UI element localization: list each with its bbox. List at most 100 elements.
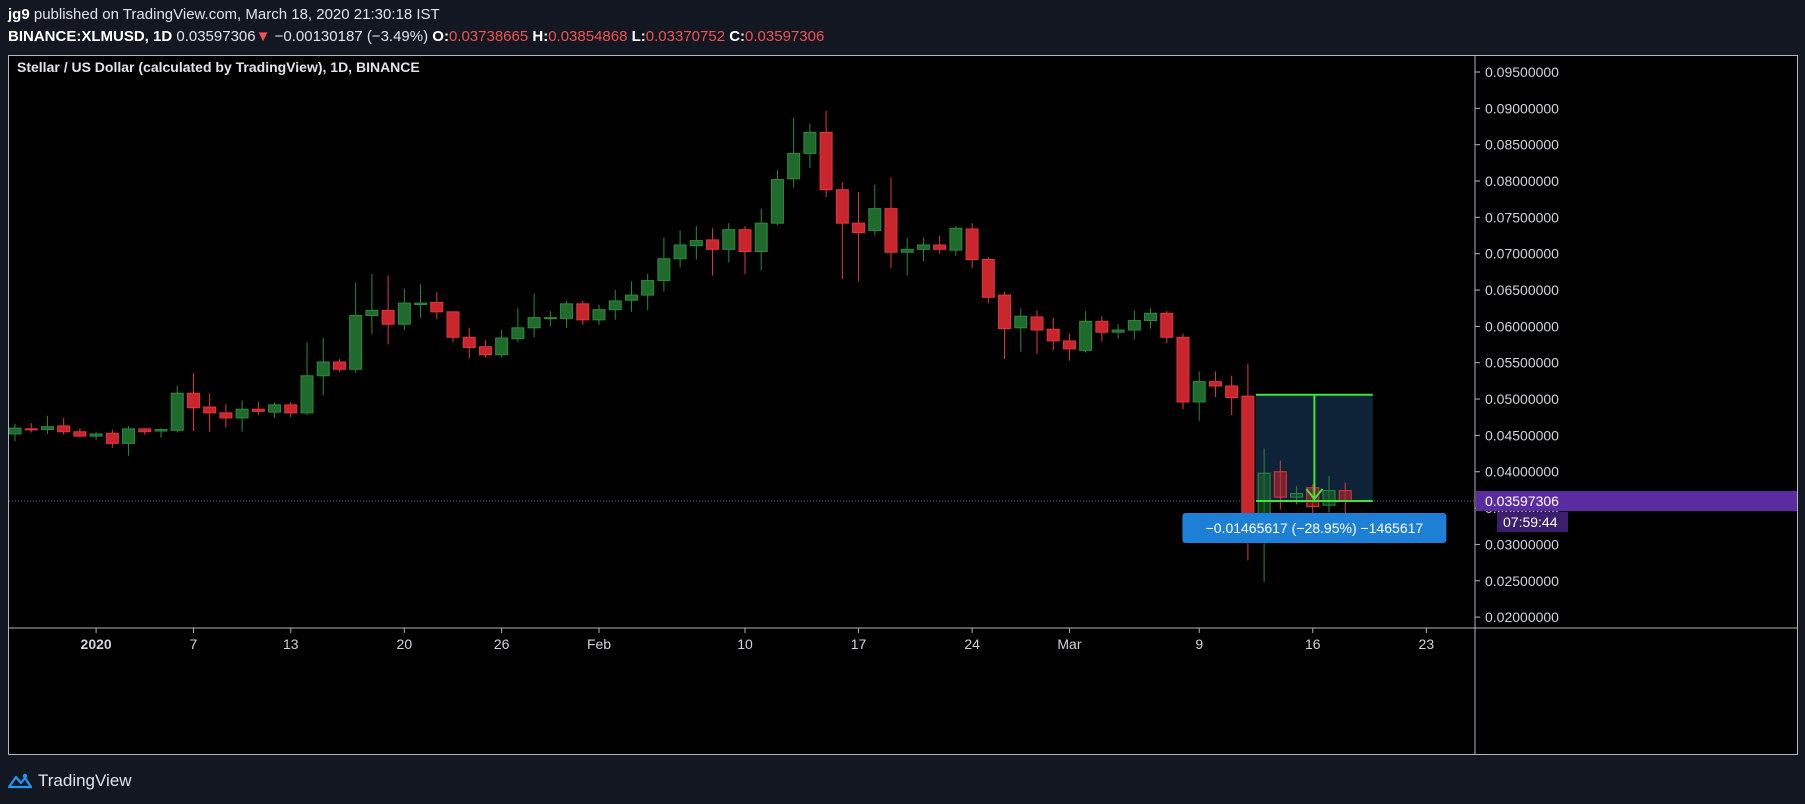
candle-body (1338, 490, 1352, 502)
candle-body (689, 240, 703, 247)
last-price-label: 0.03597306 (1485, 493, 1559, 509)
x-tick-label: 10 (737, 636, 753, 652)
y-tick-label: 0.08000000 (1485, 173, 1559, 189)
candle-body (1046, 328, 1060, 342)
candle-body (1030, 316, 1044, 331)
chart-frame[interactable]: Stellar / US Dollar (calculated by Tradi… (8, 55, 1798, 755)
tradingview-brand[interactable]: TradingView (8, 771, 132, 791)
candle-body (89, 433, 103, 437)
x-tick-label: Mar (1057, 636, 1081, 652)
candle-body (478, 346, 492, 356)
y-tick-label: 0.08500000 (1485, 137, 1559, 153)
candle-body (868, 208, 882, 231)
candle-body (754, 222, 768, 253)
candle-body (803, 131, 817, 154)
x-tick-label: 17 (851, 636, 867, 652)
candle-body (852, 222, 866, 234)
open-value: 0.03738665 (448, 28, 529, 45)
candle-body (916, 244, 930, 250)
candle-body (170, 392, 184, 431)
y-tick-label: 0.04500000 (1485, 427, 1559, 443)
y-tick-label: 0.09500000 (1485, 64, 1559, 80)
measure-arrow-icon (1305, 488, 1324, 501)
candle-body (1322, 490, 1336, 506)
candle-body (268, 404, 282, 413)
candle-body (1225, 385, 1239, 399)
candle-body (608, 300, 622, 311)
candle-body (122, 428, 136, 444)
symbol-label[interactable]: BINANCE:XLMUSD, 1D (8, 28, 173, 45)
y-tick-label: 0.03000000 (1485, 536, 1559, 552)
y-tick-label: 0.09000000 (1485, 100, 1559, 116)
candle-body (1127, 320, 1141, 331)
x-tick-label: 23 (1419, 636, 1435, 652)
candle-body (1014, 315, 1028, 329)
x-tick-label: 16 (1305, 636, 1321, 652)
candle-body (819, 131, 833, 191)
low-label: L: (631, 28, 646, 45)
candle-body (446, 311, 460, 338)
candle-body (738, 229, 752, 253)
candle-body (300, 375, 314, 414)
x-tick-label: 2020 (81, 636, 112, 652)
candle-body (219, 412, 233, 419)
candle-body (251, 408, 265, 412)
candle-body (365, 309, 379, 316)
candle-body (203, 406, 217, 414)
candle-body (835, 189, 849, 224)
chart-header: jg9 published on TradingView.com, March … (0, 0, 1805, 54)
candle-body (1144, 312, 1158, 322)
measure-label: −0.01465617 (−28.95%) −1465617 (1206, 520, 1424, 536)
candle-body (1095, 320, 1109, 333)
candle-body (430, 301, 444, 313)
candlestick-chart[interactable]: Stellar / US Dollar (calculated by Tradi… (9, 56, 1797, 754)
last-price-badge (1476, 491, 1797, 512)
candle-body (965, 228, 979, 261)
candle-body (1208, 381, 1222, 387)
candle-body (770, 179, 784, 224)
y-tick-label: 0.02000000 (1485, 609, 1559, 625)
candle-body (900, 248, 914, 253)
ohlc-line: BINANCE:XLMUSD, 1D 0.03597306▼ −0.001301… (8, 28, 824, 45)
y-tick-label: 0.04000000 (1485, 464, 1559, 480)
candle-body (560, 303, 574, 319)
candle-body (1160, 312, 1174, 338)
x-tick-label: 24 (964, 636, 980, 652)
candle-body (40, 426, 54, 431)
candle-body (349, 314, 363, 370)
candle-body (332, 361, 346, 370)
candle-body (1192, 381, 1206, 403)
author-name[interactable]: jg9 (8, 6, 30, 23)
x-tick-label: 26 (494, 636, 510, 652)
high-label: H: (532, 28, 549, 45)
candle-body (381, 309, 395, 325)
candle-body (527, 317, 541, 329)
candle-body (1176, 336, 1190, 403)
candle-body (462, 336, 476, 348)
down-triangle-icon: ▼ (255, 28, 271, 45)
countdown-badge (1497, 512, 1568, 533)
candle-body (57, 425, 71, 433)
candle-body (949, 227, 963, 251)
candle-body (73, 431, 87, 437)
change-value: −0.00130187 (−3.49%) (274, 28, 429, 45)
x-tick-label: 9 (1195, 636, 1203, 652)
close-label: C: (729, 28, 746, 45)
candle-body (592, 309, 606, 321)
candle-body (1290, 493, 1304, 498)
candle-body (24, 428, 38, 431)
countdown-label: 07:59:44 (1503, 514, 1558, 530)
y-tick-label: 0.07500000 (1485, 209, 1559, 225)
candle-body (511, 327, 525, 340)
candle-body (284, 404, 298, 414)
measure-label-bg (1182, 513, 1447, 544)
low-value: 0.03370752 (645, 28, 726, 45)
candle-body (624, 294, 638, 301)
candle-body (998, 294, 1012, 330)
candle-body (1273, 471, 1287, 498)
candle-body (9, 427, 22, 435)
x-tick-label: 20 (397, 636, 413, 652)
y-tick-label: 0.06500000 (1485, 282, 1559, 298)
footer: TradingView (0, 762, 1805, 804)
candle-body (235, 408, 249, 419)
